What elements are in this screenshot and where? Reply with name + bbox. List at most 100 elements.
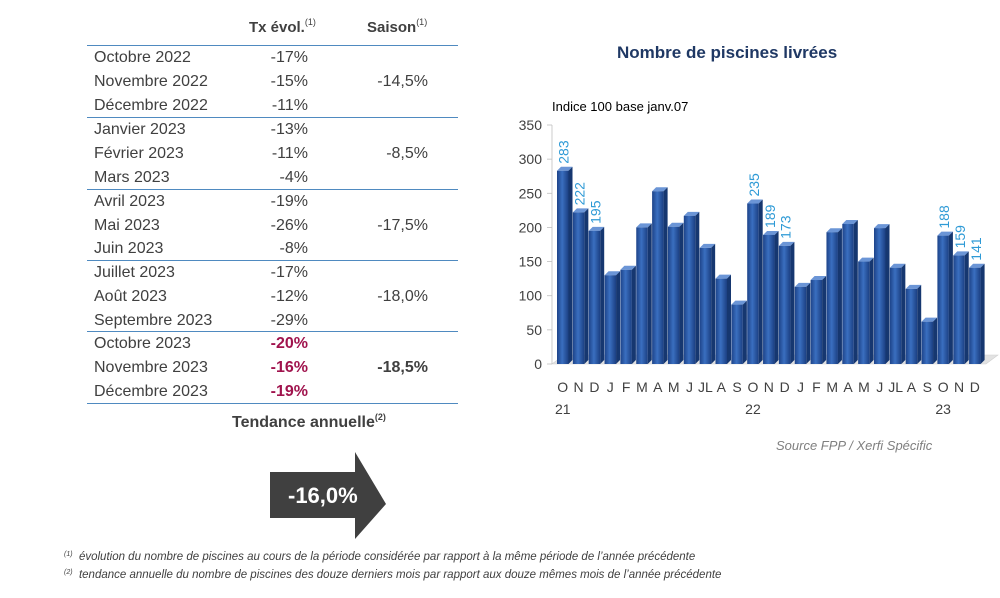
x-tick-label: J <box>607 379 614 395</box>
bar-side <box>758 199 763 364</box>
x-tick-label: D <box>780 379 790 395</box>
x-tick-label: M <box>668 379 680 395</box>
bar <box>636 227 648 364</box>
row-tx: -11% <box>271 97 308 114</box>
bar <box>874 228 886 364</box>
bar <box>826 232 838 364</box>
row-month: Octobre 2022 <box>94 49 191 66</box>
chart-subtitle: Indice 100 base janv.07 <box>552 99 689 114</box>
x-tick-label: M <box>636 379 648 395</box>
year-label: 21 <box>555 401 571 417</box>
row-tx: -17% <box>270 49 308 66</box>
row-month: Avril 2023 <box>94 193 165 210</box>
bar-side <box>822 276 827 364</box>
data-label: 188 <box>936 205 952 229</box>
bar-side <box>964 251 969 364</box>
bar-side <box>885 224 890 364</box>
row-month: Juillet 2023 <box>94 264 175 281</box>
bar-side <box>647 223 652 364</box>
bar-top <box>747 199 763 204</box>
bar <box>937 235 949 364</box>
bar-side <box>853 220 858 364</box>
row-month: Août 2023 <box>94 288 167 305</box>
row-month: Décembre 2023 <box>94 383 208 400</box>
bar <box>572 212 585 364</box>
bar-top <box>905 284 922 289</box>
y-tick-label: 250 <box>519 185 543 201</box>
bar <box>889 267 902 364</box>
bar-side <box>616 271 621 364</box>
x-tick-label: JL <box>698 379 713 395</box>
bar-top <box>969 263 985 268</box>
x-tick-label: J <box>797 379 804 395</box>
bar <box>763 234 775 364</box>
bar <box>683 215 696 364</box>
y-tick-label: 150 <box>519 254 543 270</box>
row-tx: -11% <box>271 145 308 162</box>
x-tick-label: J <box>686 379 693 395</box>
row-month: Septembre 2023 <box>94 312 213 329</box>
bar-side <box>600 226 605 364</box>
bar-top <box>794 282 811 287</box>
data-label: 235 <box>746 173 762 197</box>
x-tick-label: JL <box>888 379 903 395</box>
trend-arrow <box>270 452 386 539</box>
bar <box>557 170 569 364</box>
bar-side <box>727 274 731 364</box>
bar-top <box>604 271 621 276</box>
y-tick-label: 0 <box>534 356 542 372</box>
x-tick-label: S <box>923 379 932 395</box>
bar-side <box>806 282 811 364</box>
row-month: Décembre 2022 <box>94 97 208 114</box>
x-tick-label: N <box>954 379 964 395</box>
chart-title: Nombre de piscines livrées <box>617 43 838 62</box>
bar-side <box>742 300 747 364</box>
bar <box>652 191 664 364</box>
tendance-value: -16,0% <box>288 483 358 508</box>
x-tick-label: M <box>826 379 838 395</box>
bar-side <box>568 166 573 364</box>
bar-side <box>774 230 779 364</box>
x-tick-label: D <box>970 379 980 395</box>
row-tx: -13% <box>270 121 308 138</box>
bar <box>778 245 791 364</box>
row-month: Novembre 2023 <box>94 359 208 376</box>
y-tick-label: 350 <box>519 117 543 133</box>
table-rule <box>87 403 458 404</box>
bar-top <box>953 251 969 256</box>
bar <box>747 203 759 364</box>
bar-top <box>889 263 906 268</box>
bar-top <box>858 257 874 262</box>
bar <box>905 288 918 364</box>
bar-top <box>652 187 668 192</box>
bar-top <box>842 220 858 225</box>
bar <box>667 226 680 364</box>
header-saison: Saison(1) <box>367 17 428 36</box>
bar-top <box>636 223 652 228</box>
bar-side <box>695 211 700 364</box>
row-tx: -17% <box>270 264 308 281</box>
row-month: Octobre 2023 <box>94 335 191 352</box>
data-label: 173 <box>778 215 794 239</box>
tendance-label: Tendance annuelle(2) <box>232 412 386 431</box>
bar <box>921 321 934 364</box>
saison-value: -18,5% <box>377 359 428 376</box>
data-label: 222 <box>572 182 588 206</box>
bar <box>953 255 965 364</box>
bar-side <box>948 231 953 364</box>
x-tick-label: N <box>764 379 774 395</box>
row-tx: -19% <box>270 193 308 210</box>
bar <box>842 224 854 364</box>
bar-side <box>917 284 922 364</box>
bar <box>858 261 870 364</box>
table-rule <box>87 45 458 46</box>
x-tick-label: A <box>843 379 853 395</box>
bar <box>810 280 823 364</box>
bar <box>794 286 807 364</box>
row-tx: -8% <box>279 240 308 257</box>
x-tick-label: A <box>653 379 663 395</box>
row-tx: -26% <box>270 217 308 234</box>
trend-arrow-shape <box>270 452 386 539</box>
saison-value: -18,0% <box>377 288 428 305</box>
